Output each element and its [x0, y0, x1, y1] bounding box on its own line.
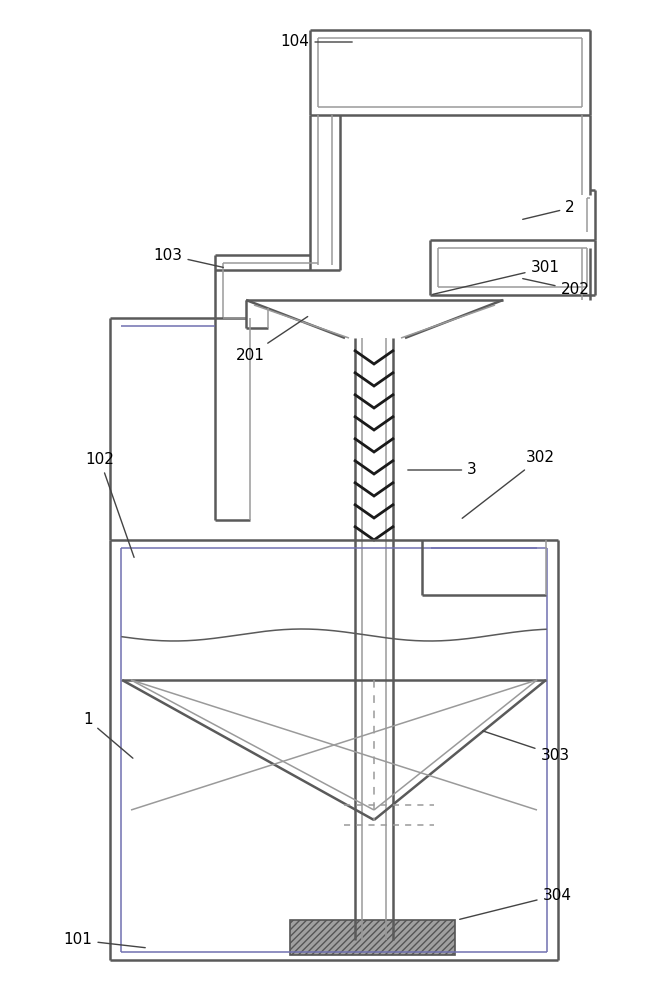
Text: 3: 3 — [408, 462, 477, 478]
Text: 303: 303 — [483, 731, 570, 762]
Text: 2: 2 — [523, 200, 575, 219]
Text: 201: 201 — [236, 317, 308, 362]
Text: 102: 102 — [86, 452, 134, 557]
Text: 304: 304 — [460, 888, 572, 919]
Text: 301: 301 — [433, 260, 559, 294]
Text: 302: 302 — [462, 450, 555, 518]
Bar — [290, 920, 455, 955]
Text: 103: 103 — [153, 247, 223, 267]
Text: 104: 104 — [280, 34, 352, 49]
Text: 101: 101 — [64, 932, 145, 948]
Text: 202: 202 — [523, 279, 590, 298]
Text: 1: 1 — [83, 712, 133, 758]
